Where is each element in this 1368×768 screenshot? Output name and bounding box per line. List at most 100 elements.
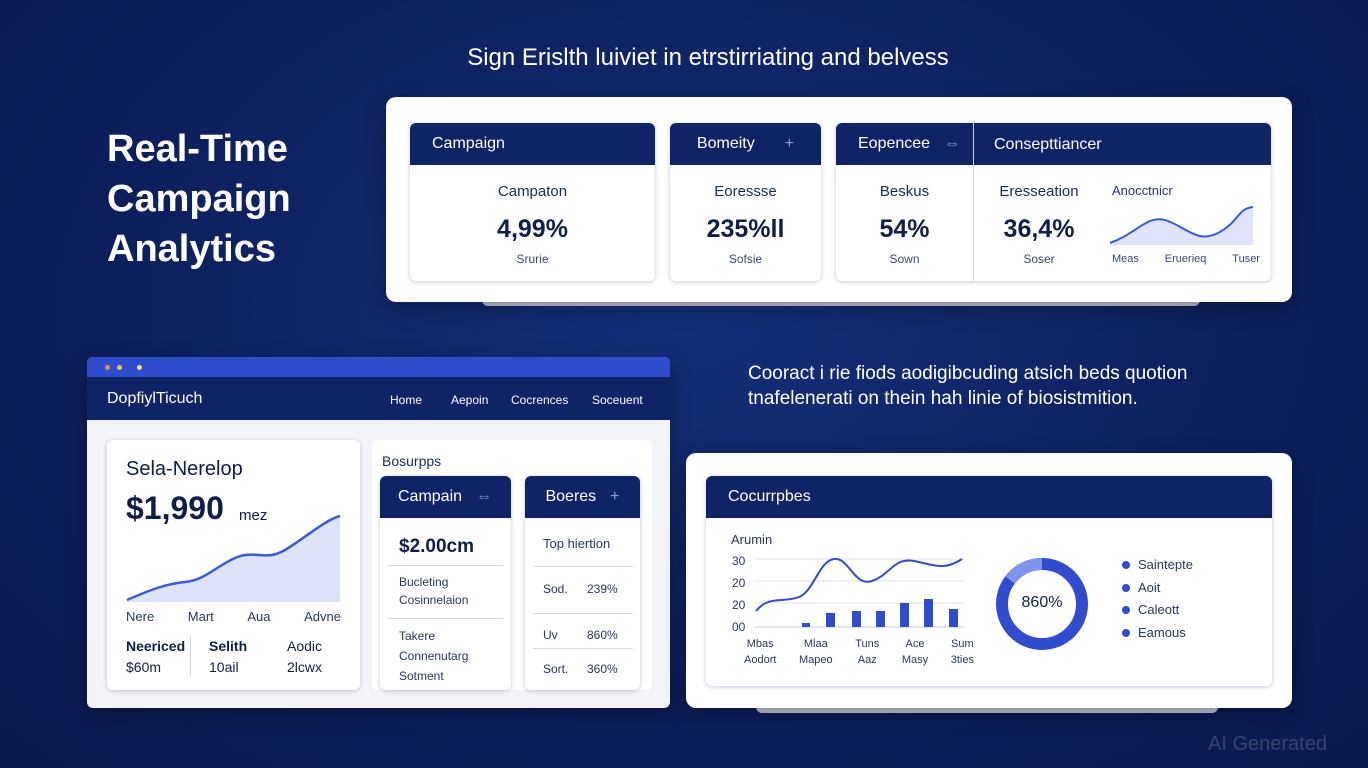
- kpi-label: Eoressse: [714, 183, 777, 200]
- x-label-line: Sum: [951, 638, 974, 650]
- x-label-line: Aaz: [857, 654, 877, 666]
- panel-header: Boeres +: [525, 476, 640, 518]
- watermark: AI Generated: [1208, 733, 1327, 755]
- donut: [996, 558, 1088, 650]
- x-label: Sum 3ties: [951, 636, 974, 668]
- kpi-card: Campaign Campaton 4,99% Srurie Bomeity + …: [386, 97, 1292, 302]
- kpi-label: Beskus: [879, 183, 930, 200]
- spark-line: [1109, 206, 1254, 244]
- stat: Aodic 2lcwx: [273, 636, 351, 676]
- kpi-panel: Bomeity + Eoressse 235%ll Sofsie: [670, 123, 821, 281]
- campain-card: Campain ⇔ $2.00cm Bucleting Cosinnelaion …: [380, 476, 511, 690]
- header-text: Bomeity: [696, 135, 755, 152]
- kpi-sub: Sofsie: [728, 252, 763, 266]
- chart-card: Cocurrpbes Arumin 30 20 20 00 Mba: [686, 453, 1292, 708]
- legend-item: Saintepte: [1122, 554, 1193, 577]
- x-label-line: Masy: [901, 654, 929, 666]
- header-text: Eopencee: [858, 135, 931, 152]
- row-value: 860%: [587, 628, 618, 642]
- window-dot: [137, 365, 142, 370]
- x-label-line: Mlaa: [803, 638, 828, 650]
- stat-label: Selith: [209, 638, 248, 654]
- brand: DopfiylTicuch: [107, 390, 203, 407]
- kpi-label: Eresseation: [999, 183, 1079, 200]
- chart-title: Arumin: [731, 532, 773, 547]
- axis-label: Nere: [126, 609, 155, 624]
- divider: [533, 648, 633, 649]
- window-dot: [105, 365, 110, 370]
- swap-icon: ⇔: [476, 488, 493, 505]
- kpi-label: Campaton: [497, 183, 568, 200]
- boeres-title: Top hiertion: [543, 536, 611, 551]
- nav-item[interactable]: Soceuent: [592, 393, 643, 407]
- section-label: Bosurpps: [382, 453, 442, 469]
- kpi-sub: Soser: [1023, 252, 1055, 266]
- title-line: Campaign: [107, 178, 291, 220]
- stat: Neericed $60m: [126, 636, 190, 676]
- kpi-value: 36,4%: [1003, 215, 1075, 243]
- donut-label: 860%: [1021, 594, 1063, 611]
- donut-segment: [1005, 558, 1043, 584]
- boeres-card: Boeres + Top hiertion Sod. 239% Uv 860% S…: [525, 476, 640, 690]
- header-text: Consepttiancer: [994, 136, 1102, 153]
- panel-header: Bomeity +: [670, 123, 821, 165]
- legend-item: Caleott: [1122, 599, 1193, 622]
- x-label: Mbas Aodort: [744, 636, 776, 668]
- y-label: 20: [732, 598, 746, 612]
- x-label-line: Mbas: [746, 638, 774, 650]
- bar: [900, 603, 909, 627]
- campain-item: Bucleting Cosinnelaion: [399, 575, 469, 607]
- stat-value: 10ail: [209, 659, 239, 675]
- nav-bar: DopfiylTicuch Home Aepoin Cocrences Soce…: [87, 377, 670, 420]
- app-window: DopfiylTicuch Home Aepoin Cocrences Soce…: [87, 357, 670, 708]
- description: Cooract i rie fiods aodigibcuding atsich…: [748, 361, 1187, 411]
- x-label: Mlaa Mapeo: [799, 636, 833, 668]
- legend-text: Caleott: [1138, 602, 1180, 617]
- header-text: Boeres: [545, 488, 597, 505]
- divider: [388, 618, 503, 619]
- panel-header: Eopencee ⇔: [836, 123, 1271, 165]
- header-text: Campain: [398, 488, 463, 505]
- nav-item[interactable]: Aepoin: [451, 393, 489, 407]
- x-label-line: Tuns: [855, 638, 880, 650]
- bar: [802, 623, 810, 627]
- bar: [924, 599, 933, 627]
- bar: [949, 609, 958, 627]
- panel-header: Cocurrpbes: [706, 476, 1272, 518]
- divider: [973, 123, 974, 281]
- x-label-line: Ace: [905, 638, 925, 650]
- legend: Saintepte Aoit Caleott Eamous: [1122, 554, 1193, 644]
- x-labels: Mbas Aodort Mlaa Mapeo Tuns Aaz Ace Masy Sum…: [744, 636, 974, 668]
- kpi-value: 4,99%: [497, 215, 568, 243]
- axis-label: Meas: [1112, 253, 1139, 265]
- sparkline: [1109, 206, 1254, 245]
- nav-item[interactable]: Cocrences: [511, 393, 569, 407]
- divider: [388, 565, 503, 566]
- plus-icon: +: [784, 135, 795, 152]
- legend-item: Aoit: [1122, 577, 1193, 600]
- nav-item[interactable]: Home: [390, 393, 423, 407]
- kpi-value: 235%ll: [706, 215, 785, 243]
- y-label: 20: [732, 576, 746, 590]
- title-line: Real-Time: [107, 128, 288, 170]
- x-label-line: 3ties: [950, 654, 974, 666]
- title-line: Analytics: [107, 228, 276, 270]
- spark-area: [1110, 207, 1253, 245]
- stat-value: $60m: [126, 659, 162, 675]
- summary-value: $1,990: [126, 490, 224, 526]
- campain-item: Takere Connenutarg Sotment: [399, 629, 469, 683]
- spark-title: Anocctnicr: [1112, 183, 1173, 198]
- panel-header: Campain ⇔: [380, 476, 511, 518]
- legend-item: Eamous: [1122, 622, 1193, 645]
- hero-title: Real-Time Campaign Analytics: [107, 124, 291, 274]
- description-line: Cooract i rie fiods aodigibcuding atsich…: [748, 363, 1188, 384]
- legend-dot: [1122, 561, 1130, 569]
- stat: Selith 10ail: [190, 636, 273, 676]
- card-shadow: [756, 703, 1218, 713]
- tagline: Sign Erislth luiviet in etrstirriating a…: [467, 44, 949, 71]
- x-label: Tuns Aaz: [855, 636, 879, 668]
- row-label: Uv: [543, 628, 558, 642]
- summary-stats: Neericed $60m Selith 10ail Aodic 2lcwx: [126, 636, 351, 676]
- kpi-panel: Campaign Campaton 4,99% Srurie: [410, 123, 655, 281]
